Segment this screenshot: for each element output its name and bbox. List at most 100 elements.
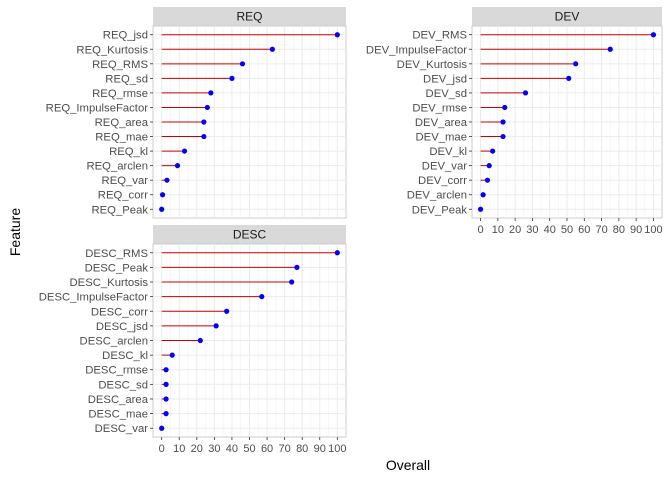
x-tick-label: 10 <box>173 443 185 455</box>
lollipop-point <box>163 381 169 387</box>
lollipop-point <box>566 75 572 81</box>
lollipop-point <box>500 133 506 140</box>
x-tick-label: 30 <box>208 443 220 455</box>
y-tick-label: DEV_RMS <box>412 30 467 42</box>
x-tick-label: 60 <box>261 443 273 455</box>
x-tick-label: 30 <box>526 224 538 236</box>
y-tick-label: REQ_Kurtosis <box>76 44 148 56</box>
x-tick-label: 10 <box>492 224 504 236</box>
y-tick-label: REQ_rmse <box>92 88 148 100</box>
lollipop-point <box>164 177 170 183</box>
y-axis-title: Feature <box>7 208 23 256</box>
lollipop-point <box>486 163 492 169</box>
y-tick-label: DEV_kl <box>429 146 467 158</box>
y-tick-label: REQ_corr <box>98 190 148 202</box>
y-tick-label: REQ_arclen <box>86 161 148 173</box>
y-tick-label: REQ_ImpulseFactor <box>46 102 149 114</box>
y-tick-label: DESC_RMS <box>85 248 148 260</box>
facet-strip <box>153 225 346 244</box>
lollipop-point <box>163 411 169 417</box>
lollipop-point <box>213 323 219 329</box>
y-tick-label: DEV_arclen <box>407 190 467 202</box>
y-tick-label: DEV_area <box>415 117 468 129</box>
y-tick-label: REQ_kl <box>109 146 148 158</box>
lollipop-point <box>522 90 529 96</box>
y-tick-label: DEV_ImpulseFactor <box>366 44 467 56</box>
y-tick-label: REQ_RMS <box>92 59 148 71</box>
y-tick-label: REQ_sd <box>105 73 148 85</box>
lollipop-point <box>229 75 235 81</box>
x-tick-label: 20 <box>191 443 203 455</box>
y-tick-label: DEV_rmse <box>412 102 467 114</box>
lollipop-point <box>204 104 210 111</box>
lollipop-point <box>259 294 265 300</box>
lollipop-point <box>607 46 613 52</box>
x-tick-label: 100 <box>644 224 662 236</box>
lollipop-point <box>239 61 246 67</box>
x-tick-label: 0 <box>477 224 483 236</box>
lollipop-point <box>159 192 166 198</box>
x-tick-label: 90 <box>314 443 326 455</box>
y-tick-label: REQ_Peak <box>91 204 148 216</box>
x-tick-label: 40 <box>544 224 556 236</box>
lollipop-point <box>181 148 188 154</box>
lollipop-point <box>294 264 300 270</box>
lollipop-point <box>174 163 181 169</box>
x-tick-label: 50 <box>243 443 255 455</box>
facet-strip-title: REQ <box>236 10 262 24</box>
facet-strip <box>472 7 662 26</box>
lollipop-point <box>500 119 506 125</box>
x-tick-label: 0 <box>159 443 165 455</box>
panel-dev: DEV DEV_RMS DEV_ImpulseFactor DEV_Kurtosis D… <box>366 7 663 236</box>
lollipop-point <box>502 104 508 111</box>
y-tick-label: DESC_arclen <box>80 336 148 348</box>
lollipop-point <box>224 308 230 314</box>
y-tick-label: DEV_mae <box>416 132 468 144</box>
x-tick-label: 20 <box>509 224 521 236</box>
lollipop-point <box>159 425 165 431</box>
facet-strip-title: DESC <box>233 228 267 242</box>
lollipop-point <box>201 133 207 140</box>
x-tick-label: 60 <box>578 224 590 236</box>
panel-desc: DESC DESC_RMS DESC_Peak DESC_Kurtosis DESC_I… <box>39 225 347 455</box>
y-tick-label: DESC_rmse <box>85 365 148 377</box>
x-tick-label: 100 <box>328 443 346 455</box>
y-tick-label: DESC_mae <box>88 409 148 421</box>
lollipop-point <box>484 177 491 183</box>
lollipop-point <box>208 90 214 96</box>
x-tick-label: 50 <box>561 224 573 236</box>
lollipop-point <box>201 119 207 125</box>
y-tick-label: REQ_var <box>102 175 149 187</box>
y-tick-label: DEV_sd <box>426 88 467 100</box>
y-tick-label: DEV_Peak <box>412 204 468 216</box>
y-tick-label: DESC_kl <box>102 350 148 362</box>
lollipop-point <box>334 32 340 38</box>
x-axis-title: Overall <box>386 457 430 473</box>
y-tick-label: DEV_var <box>422 161 467 173</box>
lollipop-point <box>334 250 340 256</box>
lollipop-point <box>169 352 175 358</box>
lollipop-point <box>480 192 486 198</box>
y-tick-label: DESC_Kurtosis <box>70 277 149 289</box>
y-tick-label: DESC_var <box>95 423 149 435</box>
y-tick-label: DESC_ImpulseFactor <box>39 292 148 304</box>
lollipop-point <box>490 148 496 154</box>
y-tick-label: DESC_sd <box>98 379 148 391</box>
lollipop-point <box>573 61 579 67</box>
lollipop-point <box>163 396 169 402</box>
y-tick-label: DEV_corr <box>418 175 467 187</box>
y-tick-label: DEV_Kurtosis <box>397 59 468 71</box>
x-tick-label: 70 <box>279 443 291 455</box>
lollipop-point <box>269 46 275 52</box>
facet-strip-title: DEV <box>555 10 580 24</box>
y-tick-label: REQ_area <box>95 117 149 129</box>
lollipop-point <box>650 32 657 38</box>
y-tick-label: DESC_jsd <box>96 321 148 333</box>
x-tick-label: 80 <box>296 443 308 455</box>
panel-req: REQ REQ_jsd REQ_Kurtosis REQ_RMS REQ_sd REQ_r… <box>46 7 347 219</box>
y-tick-label: DESC_area <box>88 394 149 406</box>
facet-strip <box>153 7 346 26</box>
y-tick-label: DEV_jsd <box>423 73 467 85</box>
